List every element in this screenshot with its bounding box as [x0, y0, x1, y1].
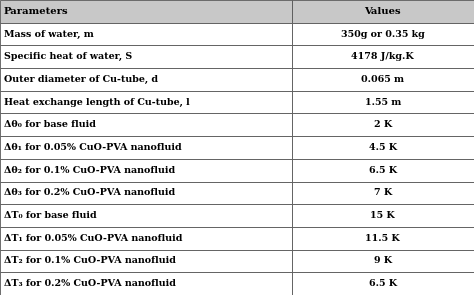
Bar: [292, 23, 474, 45]
Bar: [292, 227, 474, 250]
Text: 350g or 0.35 kg: 350g or 0.35 kg: [341, 30, 425, 39]
Text: 4178 J/kg.K: 4178 J/kg.K: [351, 52, 414, 61]
Text: 7 K: 7 K: [374, 189, 392, 197]
Text: 15 K: 15 K: [370, 211, 395, 220]
Text: 0.065 m: 0.065 m: [361, 75, 404, 84]
Bar: [292, 272, 474, 295]
Text: 6.5 K: 6.5 K: [369, 279, 397, 288]
Bar: [0, 91, 292, 114]
Bar: [292, 114, 474, 136]
Text: 4.5 K: 4.5 K: [369, 143, 397, 152]
Bar: [292, 181, 474, 204]
Text: Δθ₁ for 0.05% CuO-PVA nanofluid: Δθ₁ for 0.05% CuO-PVA nanofluid: [4, 143, 182, 152]
Text: Specific heat of water, S: Specific heat of water, S: [4, 52, 132, 61]
Text: Values: Values: [365, 7, 401, 16]
Text: Heat exchange length of Cu-tube, l: Heat exchange length of Cu-tube, l: [4, 98, 190, 106]
Bar: [292, 0, 474, 23]
Text: Δθ₂ for 0.1% CuO-PVA nanofluid: Δθ₂ for 0.1% CuO-PVA nanofluid: [4, 166, 175, 175]
Text: 11.5 K: 11.5 K: [365, 234, 400, 243]
Text: ΔT₁ for 0.05% CuO-PVA nanofluid: ΔT₁ for 0.05% CuO-PVA nanofluid: [4, 234, 182, 243]
Text: Δθ₀ for base fluid: Δθ₀ for base fluid: [4, 120, 96, 129]
Text: 6.5 K: 6.5 K: [369, 166, 397, 175]
Text: 9 K: 9 K: [374, 256, 392, 266]
Bar: [0, 181, 292, 204]
Bar: [0, 114, 292, 136]
Bar: [292, 204, 474, 227]
Bar: [292, 250, 474, 272]
Bar: [0, 23, 292, 45]
Bar: [0, 68, 292, 91]
Text: Δθ₃ for 0.2% CuO-PVA nanofluid: Δθ₃ for 0.2% CuO-PVA nanofluid: [4, 189, 175, 197]
Bar: [292, 136, 474, 159]
Bar: [0, 45, 292, 68]
Bar: [0, 159, 292, 181]
Bar: [0, 136, 292, 159]
Text: Outer diameter of Cu-tube, d: Outer diameter of Cu-tube, d: [4, 75, 158, 84]
Text: ΔT₀ for base fluid: ΔT₀ for base fluid: [4, 211, 96, 220]
Bar: [292, 45, 474, 68]
Bar: [0, 0, 292, 23]
Bar: [292, 68, 474, 91]
Text: 2 K: 2 K: [374, 120, 392, 129]
Text: Mass of water, m: Mass of water, m: [4, 30, 93, 39]
Bar: [0, 227, 292, 250]
Bar: [0, 204, 292, 227]
Bar: [292, 159, 474, 181]
Bar: [0, 272, 292, 295]
Text: 1.55 m: 1.55 m: [365, 98, 401, 106]
Bar: [0, 250, 292, 272]
Text: ΔT₃ for 0.2% CuO-PVA nanofluid: ΔT₃ for 0.2% CuO-PVA nanofluid: [4, 279, 176, 288]
Text: Parameters: Parameters: [4, 7, 68, 16]
Text: ΔT₂ for 0.1% CuO-PVA nanofluid: ΔT₂ for 0.1% CuO-PVA nanofluid: [4, 256, 176, 266]
Bar: [292, 91, 474, 114]
